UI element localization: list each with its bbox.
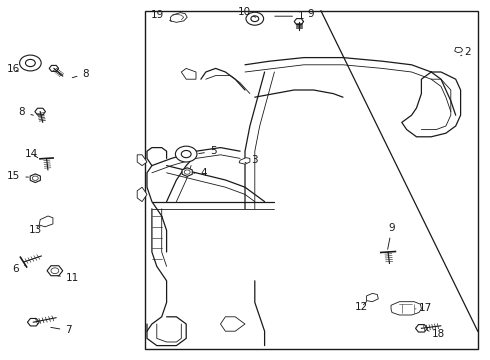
Text: 2: 2 <box>461 47 471 57</box>
Polygon shape <box>455 48 463 53</box>
Circle shape <box>25 59 35 67</box>
Text: 1: 1 <box>275 11 305 21</box>
Polygon shape <box>49 66 59 71</box>
Text: 18: 18 <box>427 329 445 339</box>
Circle shape <box>51 268 59 274</box>
Circle shape <box>246 12 264 25</box>
Polygon shape <box>416 325 427 332</box>
Polygon shape <box>39 216 53 227</box>
Text: 19: 19 <box>151 10 171 21</box>
Circle shape <box>251 16 259 22</box>
Polygon shape <box>239 158 250 164</box>
Text: 9: 9 <box>388 222 395 249</box>
Text: 14: 14 <box>25 149 39 159</box>
Text: 16: 16 <box>7 64 21 74</box>
Polygon shape <box>171 13 187 22</box>
Polygon shape <box>35 108 46 115</box>
Text: 8: 8 <box>72 69 89 79</box>
Text: 5: 5 <box>199 146 217 156</box>
Polygon shape <box>367 293 378 302</box>
Text: 7: 7 <box>51 325 72 336</box>
Polygon shape <box>294 19 304 24</box>
Polygon shape <box>391 302 421 315</box>
Polygon shape <box>47 266 63 276</box>
Circle shape <box>175 146 197 162</box>
Text: 17: 17 <box>416 303 432 313</box>
Text: 13: 13 <box>28 225 42 235</box>
Text: 15: 15 <box>7 171 28 181</box>
Circle shape <box>20 55 41 71</box>
Polygon shape <box>30 174 40 183</box>
Bar <box>145 11 478 349</box>
Text: 10: 10 <box>238 6 256 17</box>
Circle shape <box>184 170 190 174</box>
Polygon shape <box>137 187 147 202</box>
Text: 9: 9 <box>303 9 315 21</box>
Text: 4: 4 <box>194 168 207 178</box>
Polygon shape <box>181 68 196 79</box>
Circle shape <box>32 176 38 180</box>
Circle shape <box>181 150 191 158</box>
Polygon shape <box>182 168 192 176</box>
Text: 8: 8 <box>19 107 33 117</box>
Polygon shape <box>220 317 245 331</box>
Text: 6: 6 <box>12 264 24 274</box>
Polygon shape <box>27 319 39 326</box>
Text: 12: 12 <box>355 302 368 312</box>
Text: 11: 11 <box>58 273 79 283</box>
Text: 3: 3 <box>245 155 258 165</box>
Polygon shape <box>137 155 147 166</box>
